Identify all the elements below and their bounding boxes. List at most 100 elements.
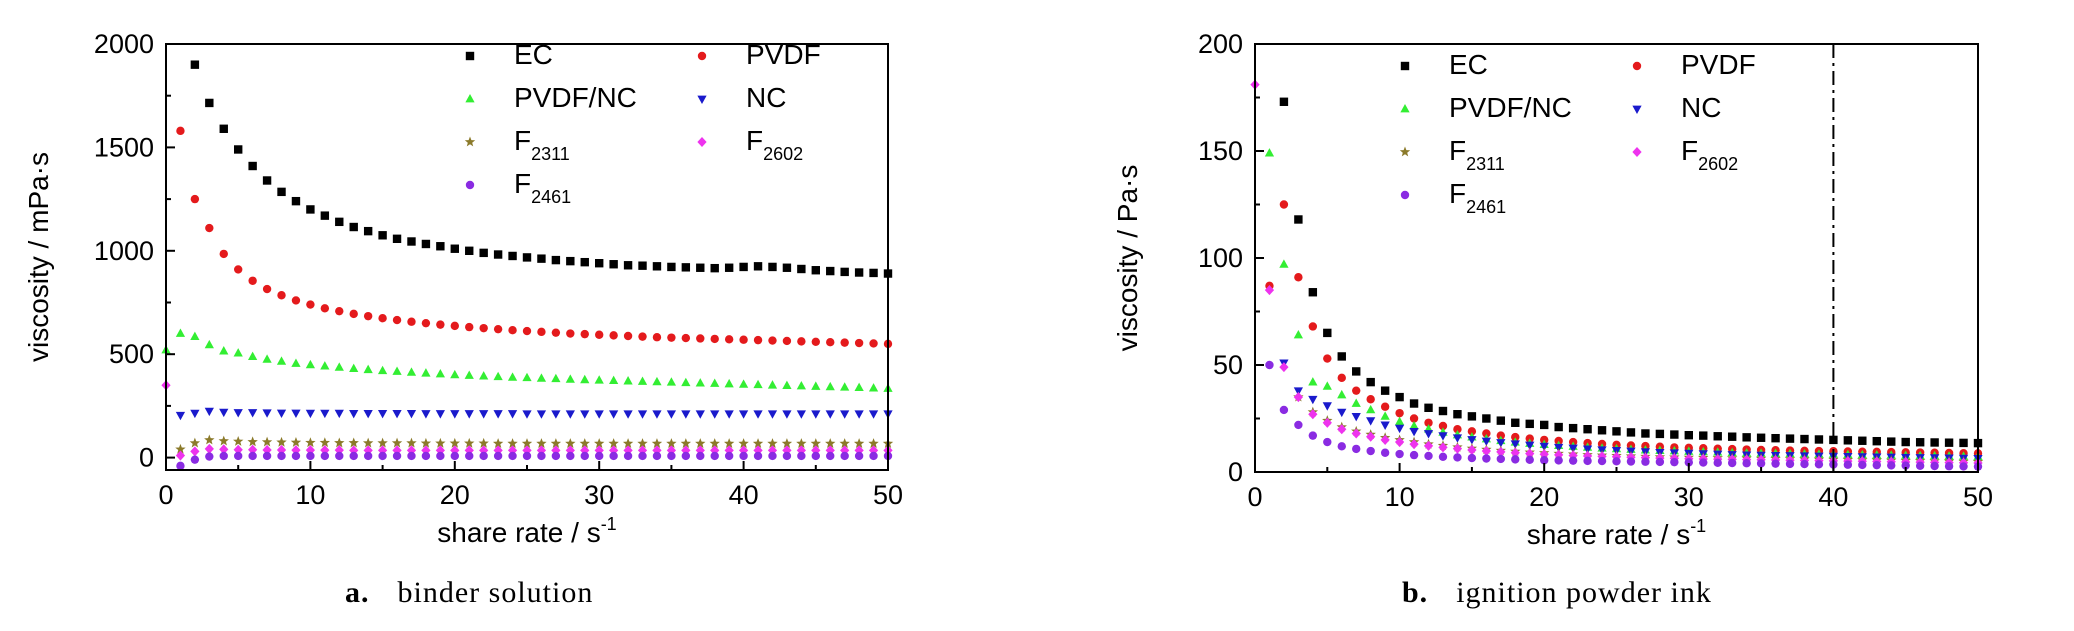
data-point-f2602 (219, 444, 229, 455)
data-point-ec (363, 226, 373, 236)
data-point-pvdf (595, 330, 604, 339)
data-point-nc (291, 409, 301, 418)
data-point-pvdf (378, 314, 387, 323)
data-point-f2311 (218, 435, 229, 446)
data-point-f2311 (290, 437, 302, 447)
panel-a-legend: EC PVDF PVDF/NC NC F2311 F2602 F2461 (464, 39, 821, 207)
data-point-f2311 (189, 437, 201, 448)
data-point-ec (1568, 423, 1578, 433)
data-point-f2602 (1452, 443, 1463, 454)
data-point-f2461 (493, 451, 503, 461)
data-point-pvdf-nc (493, 371, 503, 381)
series-f2602 (1250, 79, 1983, 469)
data-point-ec (1887, 437, 1896, 446)
data-point-f2461 (1742, 459, 1751, 468)
data-point-f2602 (1380, 434, 1390, 445)
data-point-f2461 (1756, 459, 1766, 468)
panel-a-x-axis-label: share rate / s-1 (437, 514, 616, 548)
data-point-nc (421, 410, 431, 419)
data-point-f2461 (826, 451, 835, 461)
data-point-ec (1612, 427, 1621, 436)
data-point-f2602 (753, 445, 763, 456)
data-point-f2461 (1641, 457, 1650, 466)
data-point-pvdf-nc (854, 382, 864, 392)
data-point-ec (306, 205, 315, 214)
data-point-pvdf-nc (637, 376, 648, 385)
data-point-nc (392, 409, 402, 419)
data-point-pvdf-nc (1409, 420, 1419, 430)
data-point-ec (1829, 435, 1838, 445)
series-f2602 (161, 380, 893, 461)
data-point-f2602 (1510, 447, 1520, 458)
data-point-f2461 (1959, 462, 1968, 471)
data-point-f2311 (666, 438, 677, 448)
data-point-f2461 (1814, 460, 1824, 469)
data-point-nc (1380, 421, 1390, 430)
legend-label-f2602: F2602 (1681, 135, 1738, 174)
data-point-ec (1626, 428, 1636, 437)
data-point-nc (854, 410, 864, 419)
data-point-f2461 (190, 455, 200, 464)
data-point-f2461 (320, 451, 330, 461)
x-tick-label: 40 (1818, 482, 1848, 512)
data-point-nc (334, 409, 344, 419)
data-point-f2602 (450, 445, 460, 456)
data-point-f2602 (854, 445, 864, 456)
data-point-pvdf-nc (825, 381, 835, 391)
data-point-f2461 (537, 451, 546, 461)
data-point-f2311 (622, 438, 634, 448)
data-point-ec (1655, 429, 1665, 439)
data-point-f2311 (233, 436, 244, 446)
data-point-ec (1713, 432, 1722, 441)
data-point-f2311 (608, 438, 619, 448)
data-point-pvdf-nc (450, 369, 460, 379)
data-point-ec (522, 253, 532, 262)
data-point-nc (825, 410, 835, 419)
data-point-pvdf-nc (796, 381, 806, 390)
data-point-nc (435, 410, 445, 419)
x-tick-label: 10 (295, 480, 325, 510)
series-nc (175, 407, 893, 421)
data-point-pvdf (493, 324, 503, 334)
data-point-pvdf (681, 333, 691, 343)
data-point-ec (1858, 436, 1867, 445)
data-point-ec (392, 234, 402, 244)
data-point-f2311 (579, 438, 590, 448)
data-point-ec (465, 246, 474, 255)
data-point-nc (305, 409, 316, 419)
data-point-ec (782, 263, 792, 272)
data-point-f2311 (305, 437, 316, 448)
legend-label-f2311: F2311 (1449, 135, 1505, 174)
data-point-ec (248, 161, 257, 171)
data-point-ec (1337, 352, 1346, 361)
data-point-f2311 (204, 434, 215, 445)
data-point-ec (1944, 438, 1954, 447)
data-point-nc (1293, 387, 1303, 396)
data-point-pvdf-nc (536, 373, 547, 382)
data-point-nc (782, 410, 792, 419)
data-point-f2602 (464, 445, 474, 456)
data-point-pvdf (277, 291, 286, 300)
panel-a-caption: a. binder solution (345, 576, 593, 609)
data-point-f2461 (1308, 431, 1318, 440)
data-point-pvdf (508, 326, 517, 335)
data-point-ec (493, 250, 503, 259)
data-point-ec (1814, 435, 1824, 444)
data-point-f2461 (363, 451, 373, 461)
data-point-pvdf-nc (580, 374, 590, 384)
data-point-pvdf-nc (681, 377, 691, 387)
data-point-f2602 (1351, 428, 1361, 439)
legend-label-pvdf-nc: PVDF/NC (1449, 92, 1572, 123)
data-point-pvdf (1352, 386, 1361, 395)
data-point-nc (464, 410, 474, 419)
data-point-f2461 (1438, 452, 1448, 462)
data-point-pvdf-nc (738, 379, 749, 388)
data-point-pvdf-nc (464, 370, 474, 379)
data-point-ec (1279, 97, 1289, 106)
data-point-f2602 (377, 445, 388, 456)
data-point-f2311 (810, 438, 821, 448)
series-pvdf-nc (1264, 148, 1983, 460)
data-point-f2311 (868, 438, 879, 448)
data-point-nc (609, 410, 619, 419)
data-point-f2461 (378, 451, 387, 461)
